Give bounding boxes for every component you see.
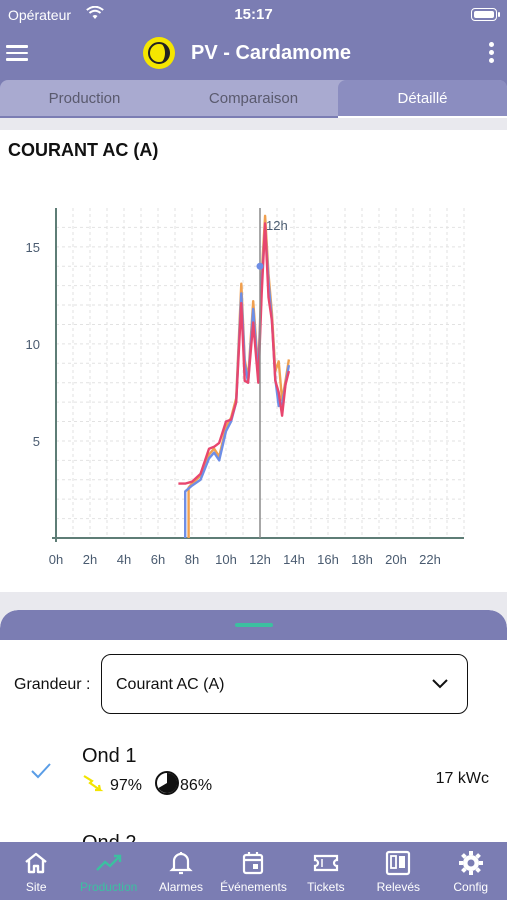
series-line-3 bbox=[178, 222, 291, 485]
bell-icon bbox=[169, 846, 193, 880]
nav-alarmes[interactable]: Alarmes bbox=[145, 842, 217, 900]
app-bar: PV - Cardamome bbox=[0, 30, 507, 76]
x-tick-label: 18h bbox=[351, 552, 373, 567]
trend-up-icon bbox=[95, 846, 123, 880]
y-tick-label: 10 bbox=[26, 337, 40, 352]
y-tick-label: 15 bbox=[26, 240, 40, 255]
line-chart[interactable]: 0h 2h 4h 6h 8h 10h 12h 14h 16h 18h 20h 22h 5 10 15 12h bbox=[0, 130, 507, 592]
calendar-icon bbox=[241, 846, 265, 880]
series-line-1 bbox=[187, 214, 291, 538]
tab-detaille[interactable]: Détaillé bbox=[338, 80, 507, 118]
cursor-label: 12h bbox=[266, 218, 288, 233]
nav-tickets[interactable]: Tickets bbox=[290, 842, 362, 900]
bottom-sheet: Grandeur : Courant AC (A) Ond 1 97% 86% … bbox=[0, 610, 507, 842]
status-bar: Opérateur 15:17 bbox=[0, 0, 507, 30]
performance-value: 86% bbox=[180, 776, 213, 794]
meter-icon bbox=[385, 846, 411, 880]
nav-evenements[interactable]: Événements bbox=[217, 842, 289, 900]
availability-value: 97% bbox=[110, 776, 143, 794]
nav-config-label: Config bbox=[453, 880, 489, 894]
tab-detaille-label: Détaillé bbox=[397, 89, 448, 107]
inverter-stats: 97% 86% bbox=[82, 770, 212, 801]
grandeur-label: Grandeur : bbox=[14, 676, 91, 693]
cursor-marker bbox=[256, 262, 264, 270]
check-icon bbox=[30, 762, 52, 785]
clock: 15:17 bbox=[234, 6, 273, 23]
x-tick-label: 10h bbox=[215, 552, 237, 567]
bottom-nav: Site Production Alarmes Événements Ticke… bbox=[0, 842, 507, 900]
sheet-header bbox=[0, 610, 507, 640]
inverter-name-2: Ond 2 bbox=[82, 832, 136, 842]
nav-site[interactable]: Site bbox=[0, 842, 72, 900]
gear-icon bbox=[458, 846, 484, 880]
x-tick-label: 6h bbox=[151, 552, 165, 567]
page-title: PV - Cardamome bbox=[191, 41, 352, 64]
more-vertical-icon[interactable] bbox=[489, 42, 495, 66]
x-tick-label: 20h bbox=[385, 552, 407, 567]
carrier-label: Opérateur bbox=[8, 7, 72, 23]
grandeur-select-value: Courant AC (A) bbox=[116, 676, 225, 693]
nav-evenements-label: Événements bbox=[220, 880, 287, 894]
lightning-icon bbox=[82, 773, 110, 798]
x-tick-label: 12h bbox=[249, 552, 271, 567]
x-tick-label: 14h bbox=[283, 552, 305, 567]
tab-bar: Production Comparaison Détaillé bbox=[0, 76, 507, 118]
nav-config[interactable]: Config bbox=[435, 842, 507, 900]
nav-releves-label: Relevés bbox=[376, 880, 420, 894]
nav-tickets-label: Tickets bbox=[307, 880, 345, 894]
x-tick-label: 22h bbox=[419, 552, 441, 567]
nav-alarmes-label: Alarmes bbox=[159, 880, 204, 894]
x-tick-label: 8h bbox=[185, 552, 199, 567]
grandeur-select[interactable]: Courant AC (A) bbox=[101, 654, 468, 714]
active-tab-indicator bbox=[338, 116, 507, 118]
x-tick-label: 0h bbox=[49, 552, 63, 567]
hamburger-icon[interactable] bbox=[6, 42, 28, 64]
chevron-down-icon bbox=[431, 677, 449, 695]
drag-handle[interactable] bbox=[235, 623, 273, 627]
inverter-power: 17 kWc bbox=[435, 770, 489, 787]
tab-production[interactable]: Production bbox=[48, 89, 121, 107]
chart-title: COURANT AC (A) bbox=[8, 140, 159, 160]
inverter-name: Ond 1 bbox=[82, 745, 137, 767]
nav-production-label: Production bbox=[79, 880, 138, 894]
tab-comparaison[interactable]: Comparaison bbox=[208, 89, 299, 107]
nav-site-label: Site bbox=[25, 880, 47, 894]
app-title-group: PV - Cardamome bbox=[143, 37, 351, 69]
chart-card: 0h 2h 4h 6h 8h 10h 12h 14h 16h 18h 20h 22h 5 10 15 12h … bbox=[0, 130, 507, 592]
nav-releves[interactable]: Relevés bbox=[362, 842, 434, 900]
battery-icon bbox=[471, 8, 500, 21]
site-logo-icon bbox=[143, 37, 175, 69]
x-tick-label: 4h bbox=[117, 552, 131, 567]
x-tick-label: 16h bbox=[317, 552, 339, 567]
x-tick-label: 2h bbox=[83, 552, 97, 567]
inverter-row[interactable]: Ond 1 97% 86% 17 kWc bbox=[0, 740, 507, 830]
performance-icon bbox=[154, 770, 180, 801]
y-tick-label: 5 bbox=[33, 434, 40, 449]
wifi-icon bbox=[86, 5, 104, 25]
ticket-icon bbox=[312, 846, 340, 880]
nav-production[interactable]: Production bbox=[72, 842, 144, 900]
home-icon bbox=[23, 846, 49, 880]
